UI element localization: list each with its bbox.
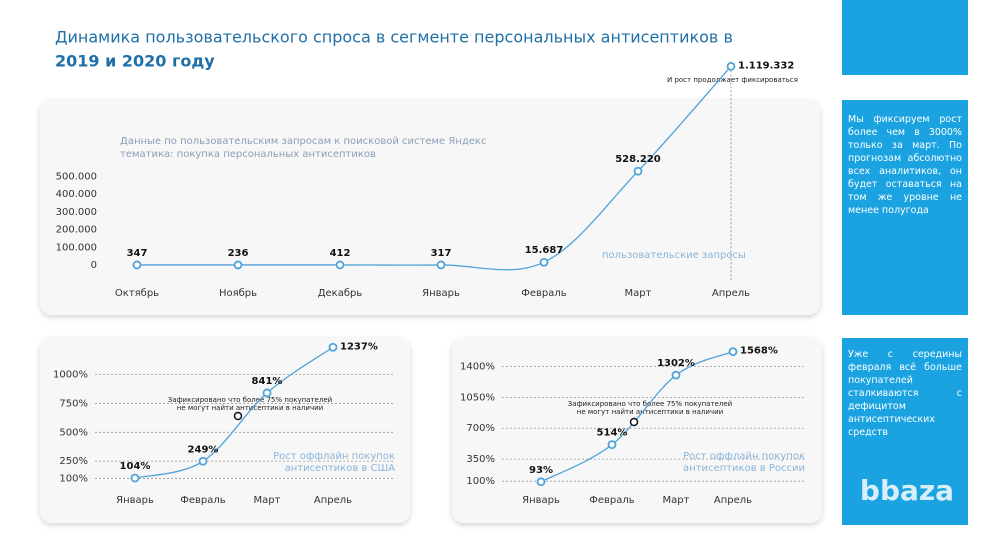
title-bold: 2019 и 2020 году [55, 52, 215, 71]
point [132, 260, 142, 270]
x-tick-label: Ноябрь [219, 288, 257, 299]
panel [40, 100, 820, 315]
point [607, 440, 617, 450]
point [130, 473, 140, 483]
annotation: пользовательские запросы [602, 250, 746, 261]
note-box [842, 338, 968, 525]
point [233, 260, 243, 270]
value-label: 347 [127, 248, 148, 259]
annotation: не могут найти антисептики в наличии [177, 404, 323, 412]
value-label: 317 [431, 248, 452, 259]
annotation: Рост оффлайн покупок [273, 451, 395, 462]
x-tick-label: Февраль [180, 495, 226, 506]
value-label: 1237% [340, 341, 378, 352]
y-tick-label: 250% [59, 456, 88, 467]
value-label: 104% [120, 461, 151, 472]
point [262, 388, 272, 398]
x-tick-label: Апрель [712, 288, 750, 299]
annotation: тематика: покупка персональных антисепти… [120, 149, 376, 160]
point [335, 260, 345, 270]
value-label: 93% [529, 465, 553, 476]
x-tick-label: Декабрь [318, 288, 363, 299]
y-tick-label: 100.000 [56, 242, 97, 253]
x-tick-label: Март [663, 495, 690, 506]
point [198, 456, 208, 466]
y-tick-label: 100% [59, 473, 88, 484]
data-line [540, 351, 734, 483]
annotation-marker [629, 417, 639, 427]
panel [452, 338, 822, 523]
x-tick-label: Январь [522, 495, 560, 506]
point [536, 477, 546, 487]
y-tick-label: 400.000 [56, 189, 97, 200]
x-tick-label: Апрель [314, 495, 352, 506]
x-tick-label: Октябрь [115, 288, 159, 299]
annotation: Зафиксировано что более 75% покупателей [168, 396, 332, 404]
y-tick-label: 0 [91, 260, 97, 271]
value-label: 15.687 [525, 245, 564, 256]
x-tick-label: Январь [422, 288, 460, 299]
x-tick-label: Апрель [714, 495, 752, 506]
note: Уже с середины февраля всё больше покупа… [848, 349, 962, 438]
y-tick-label: 1050% [460, 392, 495, 403]
y-tick-label: 750% [59, 398, 88, 409]
point [633, 166, 643, 176]
logo: bbaza [860, 474, 954, 507]
value-label: 236 [228, 248, 249, 259]
x-tick-label: Март [625, 288, 652, 299]
logo-box [842, 0, 968, 75]
point [726, 61, 736, 71]
y-tick-label: 1000% [53, 370, 88, 381]
x-tick-label: Январь [116, 495, 154, 506]
x-tick-label: Февраль [521, 288, 567, 299]
value-label: 1568% [740, 346, 778, 357]
point [728, 347, 738, 357]
x-tick-label: Февраль [589, 495, 635, 506]
y-tick-label: 1400% [460, 361, 495, 372]
note: Мы фиксируем рост более чем в 3000% толь… [848, 114, 962, 216]
value-label: 528.220 [615, 154, 661, 165]
data-line [134, 346, 334, 479]
y-tick-label: 200.000 [56, 225, 97, 236]
annotation: антисептиков в США [285, 463, 395, 474]
annotation: не могут найти антисептики в наличии [577, 408, 723, 416]
y-tick-label: 300.000 [56, 207, 97, 218]
value-label: 1302% [657, 358, 695, 369]
annotation: Рост оффлайн покупок [683, 451, 805, 462]
y-tick-label: 500% [59, 427, 88, 438]
y-tick-label: 500.000 [56, 171, 97, 182]
point [539, 257, 549, 267]
value-label: 514% [597, 428, 628, 439]
point [436, 260, 446, 270]
value-label: 412 [330, 248, 351, 259]
annotation-marker [233, 411, 243, 421]
y-tick-label: 700% [466, 423, 495, 434]
x-tick-label: Март [254, 495, 281, 506]
value-label: 249% [188, 444, 219, 455]
value-label: 1.119.332 [738, 60, 794, 71]
point [671, 370, 681, 380]
annotation: Данные по пользовательским запросам к по… [120, 136, 486, 147]
note-box [842, 100, 968, 315]
y-tick-label: 100% [466, 476, 495, 487]
annotation: антисептиков в России [683, 463, 805, 474]
annotation: Зафиксировано что более 75% покупателей [568, 400, 732, 408]
annotation: И рост продолжает фиксироваться [667, 76, 798, 84]
title: Динамика пользовательского спроса в сегм… [55, 28, 733, 47]
point [328, 342, 338, 352]
value-label: 841% [252, 376, 283, 387]
y-tick-label: 350% [466, 454, 495, 465]
